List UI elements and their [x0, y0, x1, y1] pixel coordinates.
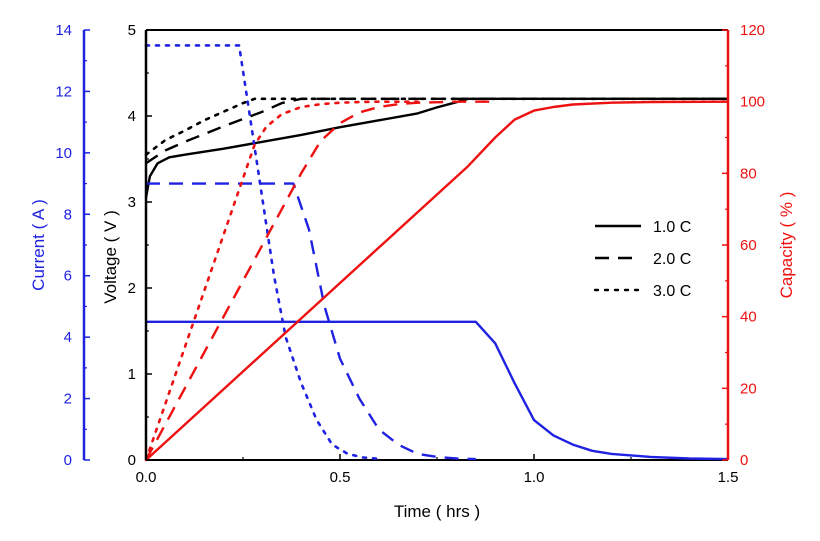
capacity-tick-label: 20	[740, 380, 757, 397]
voltage-tick-label: 4	[128, 108, 136, 125]
voltage-tick-label: 2	[128, 280, 136, 297]
series-line-capacity-20C	[144, 100, 496, 461]
current-tick-label: 14	[55, 22, 72, 39]
voltage-axis-title: Voltage ( V )	[101, 210, 120, 304]
capacity-tick-label: 80	[740, 165, 757, 182]
current-tick-label: 2	[64, 391, 72, 408]
legend-entry-label: 2.0 C	[653, 251, 691, 268]
capacity-axis-title: Capacity ( % )	[777, 192, 796, 299]
voltage-tick-label: 0	[128, 452, 136, 469]
series-line-current-20C	[146, 182, 476, 461]
series-group	[144, 44, 730, 462]
current-tick-label: 8	[64, 206, 72, 223]
series-line-current-30C	[144, 44, 381, 461]
current-tick-label: 10	[55, 145, 72, 162]
voltage-tick-label: 5	[128, 22, 136, 39]
capacity-tick-label: 0	[740, 452, 748, 469]
current-tick-label: 4	[64, 329, 72, 346]
plot-frame-group	[145, 29, 728, 461]
voltage-tick-label: 3	[128, 194, 136, 211]
series-line-capacity-10C	[145, 100, 729, 461]
legend: 1.0 C 2.0 C 3.0 C	[593, 219, 691, 300]
capacity-tick-label: 60	[740, 237, 757, 254]
series-line-voltage-20C	[145, 97, 728, 165]
capacity-tick-label: 100	[740, 94, 765, 111]
series-line-capacity-30C	[144, 100, 419, 462]
capacity-tick-label: 40	[740, 309, 757, 326]
series-line-current-10C	[146, 320, 729, 461]
voltage-tick-label: 1	[128, 366, 136, 383]
current-tick-label: 12	[55, 83, 72, 100]
x-tick-label: 1.5	[718, 469, 739, 486]
x-axis-title: Time ( hrs )	[394, 502, 480, 521]
current-tick-label: 0	[64, 452, 72, 469]
x-tick-label: 0.5	[330, 469, 351, 486]
x-tick-label: 0.0	[136, 469, 157, 486]
legend-entry-label: 3.0 C	[653, 283, 691, 300]
x-tick-label: 1.0	[524, 469, 545, 486]
series-line-voltage-10C	[144, 97, 728, 198]
series-line-voltage-30C	[144, 97, 730, 156]
current-axis-title: Current ( A )	[29, 199, 48, 291]
capacity-tick-label: 120	[740, 22, 765, 39]
legend-entry-label: 1.0 C	[653, 219, 691, 236]
current-tick-label: 6	[64, 268, 72, 285]
